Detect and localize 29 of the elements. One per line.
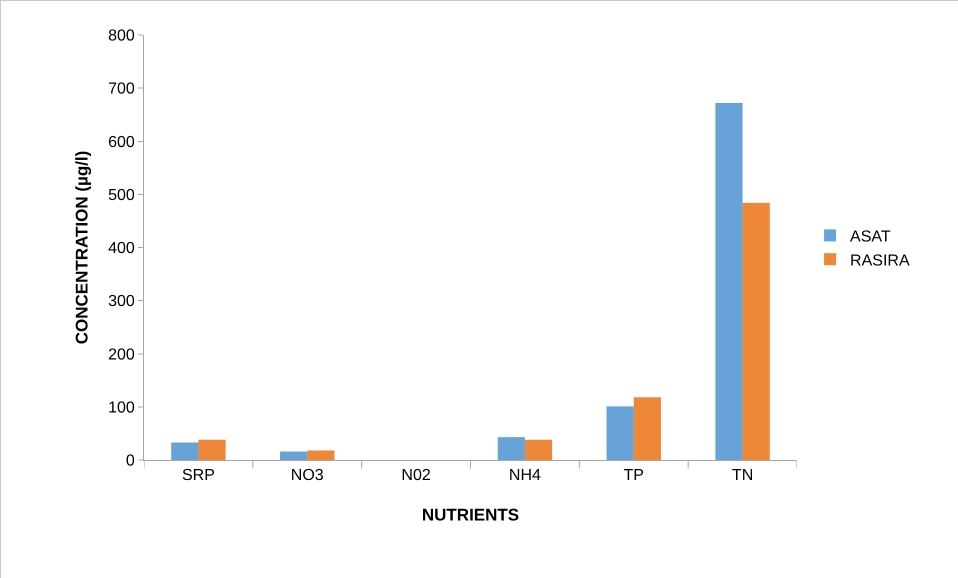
x-tick-label: TP — [624, 467, 644, 484]
bar — [171, 442, 198, 460]
x-tick-label: N02 — [401, 467, 431, 484]
y-tick-label: 100 — [108, 399, 135, 416]
x-axis-title: NUTRIENTS — [422, 506, 520, 525]
y-tick-label: 600 — [108, 134, 135, 151]
legend-label: ASAT — [850, 228, 891, 246]
x-tick-label: SRP — [182, 467, 215, 484]
bar — [498, 437, 525, 460]
bar — [742, 202, 770, 460]
bar — [715, 103, 743, 460]
y-tick-label: 0 — [126, 452, 135, 470]
y-tick-label: 200 — [108, 346, 135, 364]
y-tick-label: 500 — [108, 186, 135, 204]
bar — [280, 452, 308, 460]
bar — [634, 397, 661, 460]
y-tick-label: 800 — [108, 28, 135, 45]
y-tick-label: 700 — [108, 80, 135, 98]
legend-label: RASIRA — [850, 252, 910, 270]
x-tick-label: NH4 — [508, 467, 542, 484]
x-tick-label: NO3 — [290, 467, 324, 484]
bar — [606, 406, 634, 460]
bar — [307, 450, 334, 460]
y-tick-label: 300 — [108, 293, 135, 310]
bar — [198, 440, 226, 460]
y-tick-label: 400 — [108, 240, 135, 258]
x-tick-label: TN — [732, 467, 754, 484]
bar — [524, 440, 552, 460]
y-axis-title: CONCENTRATION (µg/l) — [72, 150, 92, 344]
